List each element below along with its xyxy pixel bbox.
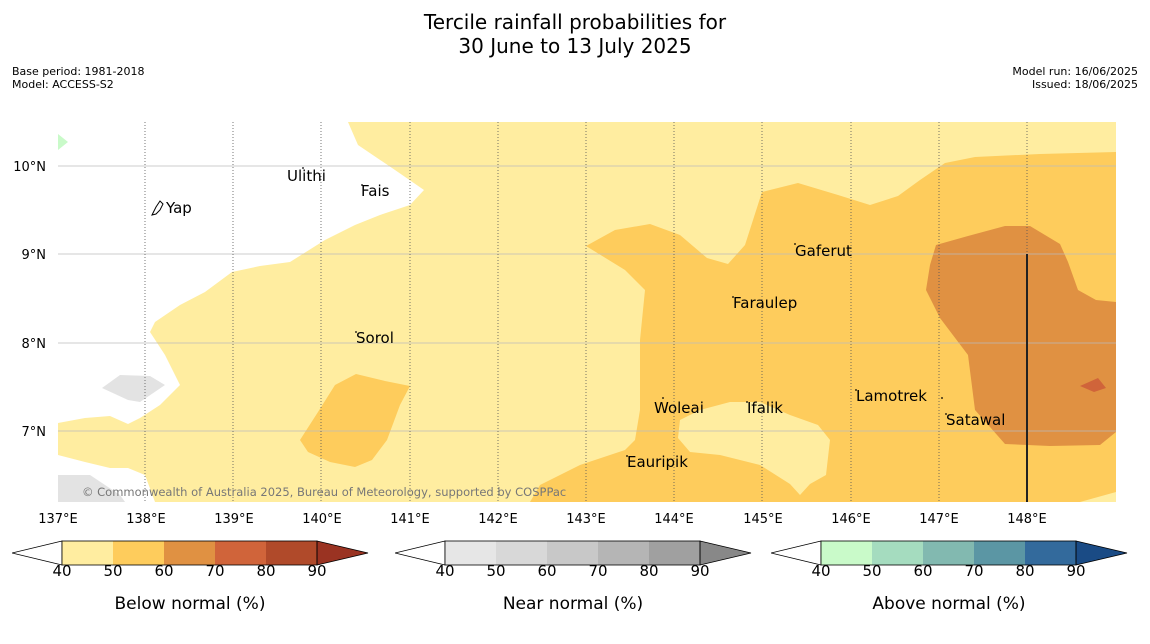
colorbar-below-normal: [12, 540, 369, 566]
color-swatch: [1025, 541, 1076, 565]
probability-map: 10°N 9°N 8°N 7°N 137°E 138°E 139°E 140°E…: [13, 122, 1116, 527]
tick-label: 50: [103, 562, 123, 580]
color-swatch: [445, 541, 496, 565]
place-label: Woleai: [654, 399, 704, 417]
issued-date: Issued: 18/06/2025: [1031, 78, 1138, 91]
lon-label: 143°E: [566, 512, 606, 527]
place-label: Ulithi: [287, 167, 326, 185]
lat-label: 9°N: [22, 248, 47, 263]
title-line-1: Tercile rainfall probabilities for: [423, 10, 727, 34]
tick-label: 70: [588, 562, 608, 580]
place-label: Ifalik: [747, 399, 783, 417]
color-swatch: [821, 541, 872, 565]
lon-label: 147°E: [919, 512, 959, 527]
colorbar-over-arrow: [700, 541, 751, 565]
region-below-50-60-west: [300, 374, 410, 467]
region-above-normal-patch: [58, 134, 68, 150]
color-swatch: [598, 541, 649, 565]
lon-label: 139°E: [214, 512, 254, 527]
lon-label: 137°E: [38, 512, 78, 527]
lon-label: 145°E: [743, 512, 783, 527]
legend-above-normal: 40 50 60 70 80 90 Above normal (%): [771, 540, 1131, 640]
tick-label: 70: [205, 562, 225, 580]
color-swatch: [164, 541, 215, 565]
lat-gridlines: [58, 165, 1116, 432]
tick-label: 50: [486, 562, 506, 580]
model-name: Model: ACCESS-S2: [12, 78, 114, 91]
color-swatch: [266, 541, 317, 565]
region-no-signal: [58, 122, 424, 424]
color-swatch: [974, 541, 1025, 565]
tick-label: 60: [913, 562, 933, 580]
color-swatch: [113, 541, 164, 565]
tick-label: 60: [154, 562, 174, 580]
lon-label: 148°E: [1007, 512, 1047, 527]
tick-label: 50: [862, 562, 882, 580]
place-label: Eauripik: [627, 453, 688, 471]
tick-label: 90: [690, 562, 710, 580]
island-markers: [302, 167, 947, 457]
tick-label: 80: [1015, 562, 1035, 580]
base-period: Base period: 1981-2018: [12, 65, 145, 78]
color-swatch: [215, 541, 266, 565]
place-label: Gaferut: [795, 242, 852, 260]
color-swatch: [496, 541, 547, 565]
model-run: Model run: 16/06/2025: [1012, 65, 1138, 78]
lon-label: 146°E: [831, 512, 871, 527]
copyright-notice: © Commonwealth of Australia 2025, Bureau…: [82, 485, 566, 499]
legend-title: Above normal (%): [872, 594, 1026, 614]
lon-label: 140°E: [302, 512, 342, 527]
map-title: Tercile rainfall probabilities for 30 Ju…: [0, 10, 1150, 58]
place-label: Faraulep: [733, 294, 797, 312]
tick-label: 40: [811, 562, 831, 580]
lon-label: 138°E: [126, 512, 166, 527]
region-below-70-80: [1080, 378, 1106, 392]
legend-below-normal: 40 50 60 70 80 90 Below normal (%): [12, 540, 372, 640]
title-line-2: 30 June to 13 July 2025: [458, 34, 692, 58]
place-label: Lamotrek: [856, 387, 927, 405]
lat-label: 10°N: [13, 160, 46, 175]
legend-title: Below normal (%): [114, 594, 266, 614]
legend-title: Near normal (%): [502, 594, 644, 614]
region-below-60-70: [926, 226, 1116, 446]
color-swatch: [547, 541, 598, 565]
lat-label: 8°N: [22, 337, 47, 352]
tick-label: 40: [435, 562, 455, 580]
tick-label: 80: [639, 562, 659, 580]
meta-left: Base period: 1981-2018 Model: ACCESS-S2: [12, 65, 144, 91]
colorbar-above-normal: [771, 540, 1128, 566]
lon-label: 144°E: [654, 512, 694, 527]
yap-island-outline: [151, 200, 164, 216]
colorbar-near-normal: [395, 540, 752, 566]
meta-right: Model run: 16/06/2025 Issued: 18/06/2025: [1012, 65, 1138, 91]
tick-label: 80: [256, 562, 276, 580]
region-below-40-50-inner: [678, 402, 830, 495]
region-near-normal-patch-2: [58, 475, 125, 502]
tick-label: 70: [964, 562, 984, 580]
tick-label: 90: [1066, 562, 1086, 580]
place-label: Yap: [165, 199, 192, 217]
legend-near-normal: 40 50 60 70 80 90 Near normal (%): [395, 540, 755, 640]
tick-label: 90: [307, 562, 327, 580]
place-label: Fais: [361, 182, 390, 200]
lat-label: 7°N: [22, 425, 47, 440]
lon-label: 142°E: [478, 512, 518, 527]
tick-label: 60: [537, 562, 557, 580]
color-swatch: [923, 541, 974, 565]
color-swatch: [872, 541, 923, 565]
color-swatch: [62, 541, 113, 565]
place-label: Sorol: [356, 329, 394, 347]
place-label: Satawal: [946, 411, 1005, 429]
lon-label: 141°E: [390, 512, 430, 527]
colorbar-over-arrow: [1076, 541, 1127, 565]
region-near-normal-patch: [102, 375, 165, 402]
colorbar-over-arrow: [317, 541, 368, 565]
color-swatch: [649, 541, 700, 565]
tick-label: 40: [52, 562, 72, 580]
